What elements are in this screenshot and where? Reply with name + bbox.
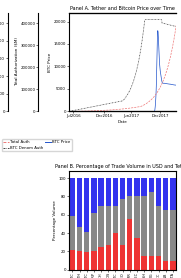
Y-axis label: BTC Price: BTC Price [48,52,52,72]
Bar [98,178,104,205]
Bar [98,247,104,270]
Bar [149,192,154,256]
Bar [149,178,154,192]
Bar [134,178,140,196]
Bar [106,245,111,270]
Bar [156,205,161,256]
Bar [170,178,176,210]
Bar [156,178,161,205]
Bar [134,238,140,270]
Bar [163,178,168,210]
Bar [106,178,111,205]
X-axis label: Date: Date [118,120,127,124]
Bar [120,245,125,270]
Bar [120,178,125,199]
Bar [70,178,75,216]
Bar [170,210,176,260]
Bar [84,252,89,270]
Bar [142,256,147,270]
Bar [134,196,140,238]
Bar [98,205,104,247]
Bar [170,260,176,270]
Bar [91,178,97,213]
Bar [77,227,82,251]
Bar [84,232,89,252]
Legend: Total Auth, BTC Denom Auth, BTC Price: Total Auth, BTC Denom Auth, BTC Price [2,139,71,152]
Bar [91,213,97,251]
Bar [70,216,75,250]
Title: Panel B. Percentage of Trade Volume in USD and Tether: Panel B. Percentage of Trade Volume in U… [55,164,181,169]
Bar [113,178,118,205]
Bar [77,251,82,270]
Bar [91,251,97,270]
Bar [156,256,161,270]
Bar [127,178,132,196]
Bar [120,199,125,245]
Bar [142,196,147,256]
Bar [127,219,132,270]
Y-axis label: Total Authorization ($M): Total Authorization ($M) [15,38,19,86]
Bar [77,178,82,227]
Bar [127,196,132,219]
Y-axis label: Percentage Volume: Percentage Volume [53,200,57,240]
Bar [163,260,168,270]
Bar [106,205,111,245]
Bar [163,210,168,260]
Bar [142,178,147,196]
Bar [84,178,89,232]
Bar [70,250,75,270]
Bar [149,256,154,270]
Title: Panel A. Tether and Bitcoin Price over Time: Panel A. Tether and Bitcoin Price over T… [70,6,175,11]
Bar [113,233,118,270]
Bar [113,205,118,233]
